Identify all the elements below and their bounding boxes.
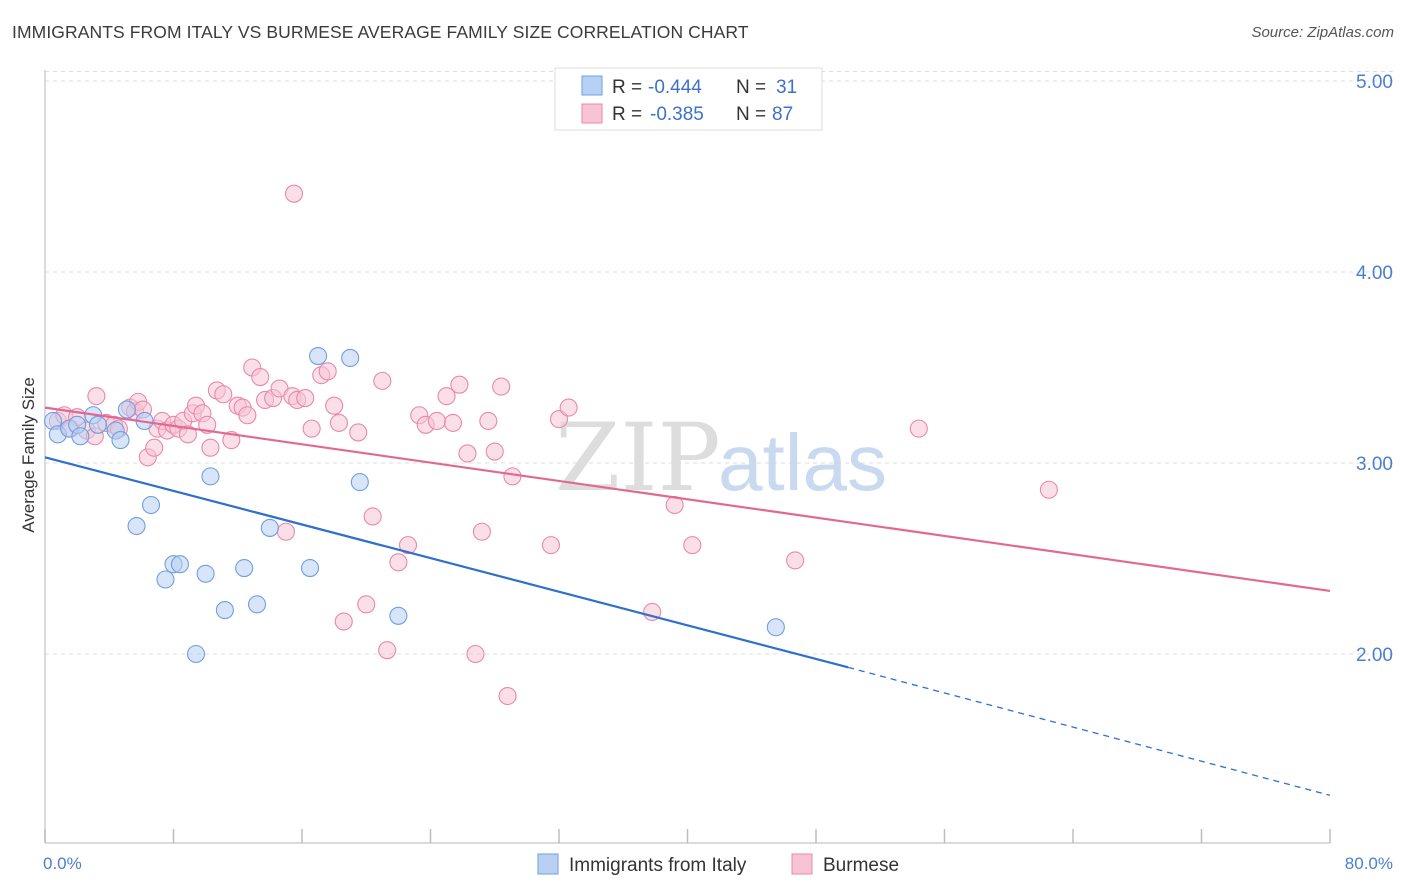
burmese-points — [48, 184, 1058, 706]
italy-point-21 — [247, 595, 267, 614]
burmese-point-27 — [201, 438, 220, 457]
italy-point-4 — [71, 427, 90, 446]
burmese-point-77 — [786, 551, 805, 570]
burmese-point-39 — [276, 522, 295, 541]
italy-trend-extension — [847, 666, 1331, 796]
tick-labels: 2.00 3.00 4.00 5.00 0.0% 80.0% — [43, 72, 1393, 873]
burmese-point-47 — [325, 396, 344, 415]
italy-point-18 — [201, 467, 220, 486]
bottom-legend-swatch-burmese — [791, 853, 813, 875]
italy-point-25 — [341, 348, 360, 368]
burmese-point-68 — [492, 377, 511, 396]
burmese-trend-line — [44, 406, 1331, 593]
italy-point-20 — [235, 558, 254, 578]
italy-point-28 — [766, 618, 785, 637]
bottom-legend-label-italy: Immigrants from Italy — [569, 855, 747, 876]
burmese-point-78 — [909, 419, 928, 438]
burmese-point-35 — [251, 367, 270, 387]
legend-r-value-2: -0.385 — [650, 104, 704, 125]
legend-r-label-2: R = — [612, 104, 642, 125]
burmese-point-51 — [357, 595, 376, 614]
italy-point-6 — [88, 415, 108, 434]
italy-point-13 — [156, 570, 175, 589]
legend-swatch-burmese — [581, 103, 603, 124]
italy-point-17 — [196, 564, 215, 583]
burmese-point-15 — [145, 438, 164, 457]
trend-lines — [44, 406, 1331, 796]
burmese-point-48 — [329, 413, 348, 432]
burmese-point-52 — [363, 507, 382, 526]
bottom-legend-label-burmese: Burmese — [823, 855, 899, 876]
burmese-point-56 — [398, 536, 418, 555]
burmese-point-43 — [302, 419, 321, 438]
burmese-point-76 — [683, 536, 702, 555]
burmese-point-60 — [437, 387, 456, 406]
legend-n-value-2: 87 — [772, 104, 793, 125]
burmese-point-65 — [472, 522, 491, 541]
italy-point-23 — [300, 558, 320, 578]
italy-point-22 — [260, 518, 279, 537]
watermark-atlas: atlas — [718, 418, 887, 507]
italy-point-27 — [389, 606, 408, 625]
y-tick-label-3: 5.00 — [1356, 72, 1393, 93]
italy-point-19 — [215, 601, 234, 620]
burmese-point-46 — [318, 362, 337, 381]
italy-point-10 — [127, 516, 146, 536]
burmese-point-64 — [466, 644, 485, 664]
y-axis-label: Average Family Size — [19, 377, 38, 533]
burmese-point-33 — [238, 406, 257, 425]
y-tick-label-1: 3.00 — [1356, 454, 1393, 475]
burmese-point-6 — [87, 387, 106, 406]
burmese-point-29 — [214, 385, 233, 404]
legend-r-label-1: R = — [612, 77, 642, 98]
bottom-legend: Immigrants from Italy Burmese — [537, 853, 899, 876]
y-tick-label-0: 2.00 — [1356, 645, 1393, 666]
burmese-point-54 — [378, 641, 397, 660]
legend-r-value-1: -0.444 — [648, 77, 702, 98]
burmese-point-55 — [389, 553, 408, 572]
italy-point-8 — [111, 431, 130, 450]
italy-points — [43, 346, 785, 664]
italy-point-26 — [350, 473, 369, 492]
burmese-point-22 — [178, 425, 198, 444]
legend-swatch-italy — [581, 75, 603, 96]
bottom-legend-swatch-italy — [537, 853, 559, 875]
top-legend: R = -0.444 N = 31 R = -0.385 N = 87 — [554, 67, 823, 131]
burmese-point-71 — [541, 536, 561, 555]
italy-trend-line — [44, 456, 849, 669]
italy-point-24 — [309, 346, 328, 366]
burmese-point-61 — [443, 413, 463, 432]
italy-point-15 — [170, 555, 189, 574]
source-label: Source: ZipAtlas.com — [1251, 24, 1394, 41]
burmese-point-79 — [1039, 480, 1058, 499]
italy-point-9 — [117, 400, 136, 419]
burmese-point-50 — [349, 423, 368, 442]
burmese-point-70 — [503, 467, 522, 486]
burmese-point-63 — [458, 444, 477, 463]
y-tick-label-2: 4.00 — [1356, 263, 1393, 284]
watermark-zip: ZIP — [555, 404, 721, 513]
burmese-point-49 — [334, 612, 353, 631]
legend-n-value-1: 31 — [776, 77, 797, 98]
burmese-point-69 — [498, 686, 517, 706]
chart-title: IMMIGRANTS FROM ITALY VS BURMESE AVERAGE… — [12, 22, 749, 42]
burmese-point-62 — [450, 375, 469, 394]
burmese-point-67 — [485, 442, 504, 461]
italy-point-12 — [141, 495, 161, 515]
burmese-point-73 — [559, 398, 578, 417]
italy-point-16 — [186, 644, 206, 664]
burmese-point-59 — [427, 411, 446, 431]
axes — [44, 70, 1331, 844]
legend-n-label-2: N = — [736, 104, 766, 125]
burmese-point-53 — [373, 371, 392, 390]
x-tick-label-0: 0.0% — [43, 854, 82, 873]
burmese-point-42 — [296, 389, 315, 408]
legend-n-label-1: N = — [736, 77, 766, 98]
watermark: ZIP atlas — [555, 404, 887, 513]
burmese-point-44 — [284, 184, 304, 203]
burmese-point-66 — [479, 411, 498, 431]
x-tick-label-1: 80.0% — [1345, 854, 1393, 873]
